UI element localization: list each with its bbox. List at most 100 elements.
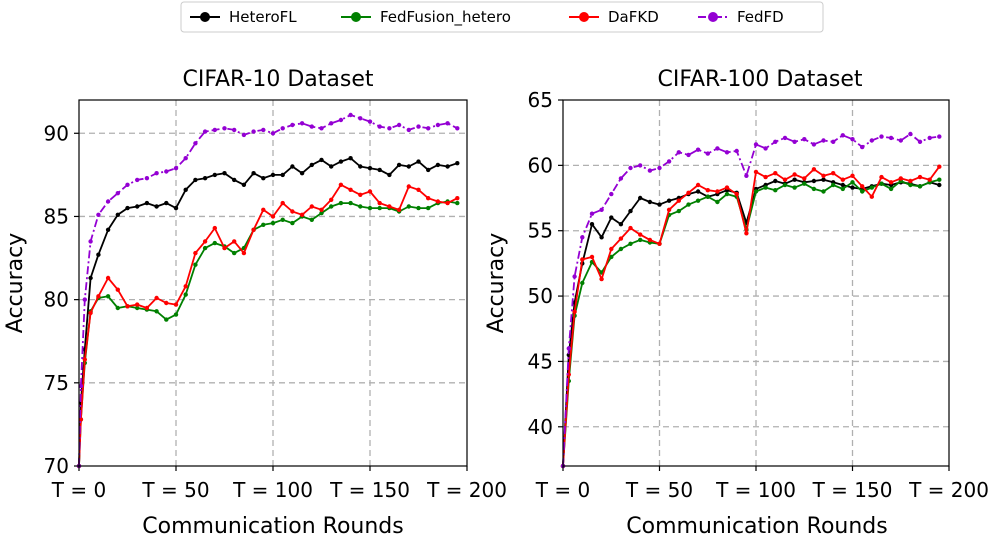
data-point-fedfd bbox=[232, 127, 237, 133]
data-point-dafkd bbox=[724, 185, 730, 190]
x-tick-label: T = 0 bbox=[535, 478, 590, 502]
data-point-dafkd bbox=[628, 225, 633, 231]
data-point-fedfd bbox=[811, 142, 817, 147]
data-point-fedfd bbox=[628, 165, 633, 171]
data-point-fedfusion-hetero bbox=[908, 182, 913, 188]
data-point-fedfd bbox=[618, 176, 624, 181]
data-point-fedfusion-hetero bbox=[831, 182, 836, 188]
y-tick-label: 45 bbox=[528, 349, 553, 373]
series-line-fedfd bbox=[78, 114, 458, 467]
data-point-heterofl bbox=[792, 177, 797, 182]
data-point-fedfusion-hetero bbox=[840, 186, 845, 192]
y-tick-label: 85 bbox=[44, 204, 69, 228]
data-point-heterofl bbox=[821, 177, 826, 182]
data-point-fedfusion-hetero bbox=[715, 199, 720, 205]
data-point-dafkd bbox=[831, 171, 836, 176]
data-point-heterofl bbox=[115, 212, 121, 217]
data-point-dafkd bbox=[96, 294, 101, 299]
data-point-heterofl bbox=[387, 172, 392, 178]
x-tick-label: T = 100 bbox=[232, 478, 313, 502]
data-point-heterofl bbox=[183, 187, 188, 192]
data-point-fedfd bbox=[348, 112, 353, 118]
data-point-fedfusion-hetero bbox=[173, 312, 179, 317]
data-point-fedfd bbox=[202, 129, 208, 134]
data-point-dafkd bbox=[773, 171, 778, 176]
data-point-dafkd bbox=[705, 188, 710, 193]
legend-entry-dafkd: DaFKD bbox=[569, 8, 659, 26]
data-point-heterofl bbox=[193, 177, 198, 183]
data-point-dafkd bbox=[937, 164, 942, 169]
data-point-fedfusion-hetero bbox=[329, 204, 334, 209]
data-point-heterofl bbox=[657, 202, 662, 207]
data-point-dafkd bbox=[792, 172, 797, 177]
data-point-fedfusion-hetero bbox=[860, 189, 865, 194]
data-point-fedfd bbox=[416, 124, 421, 129]
data-point-fedfd bbox=[426, 126, 431, 131]
data-point-fedfusion-hetero bbox=[202, 245, 208, 251]
data-point-dafkd bbox=[609, 246, 614, 252]
data-point-dafkd bbox=[212, 225, 217, 231]
data-point-dafkd bbox=[879, 174, 884, 180]
legend-marker-fedfd bbox=[708, 12, 718, 22]
data-point-dafkd bbox=[618, 236, 624, 241]
data-point-dafkd bbox=[715, 189, 720, 194]
data-point-dafkd bbox=[898, 176, 903, 181]
data-point-dafkd bbox=[917, 174, 923, 180]
data-point-fedfd bbox=[154, 171, 159, 176]
data-point-heterofl bbox=[105, 227, 111, 232]
data-point-dafkd bbox=[860, 184, 865, 189]
y-tick-label: 50 bbox=[528, 284, 553, 308]
data-point-fedfusion-hetero bbox=[879, 181, 884, 186]
data-point-fedfusion-hetero bbox=[338, 200, 344, 206]
data-point-dafkd bbox=[734, 191, 739, 197]
data-point-fedfd bbox=[358, 116, 363, 121]
data-point-fedfusion-hetero bbox=[917, 184, 923, 189]
data-point-fedfusion-hetero bbox=[105, 294, 111, 299]
data-point-heterofl bbox=[212, 172, 217, 178]
data-point-fedfusion-hetero bbox=[792, 185, 797, 190]
data-point-heterofl bbox=[290, 164, 295, 169]
data-point-dafkd bbox=[802, 176, 807, 181]
x-tick-label: T = 200 bbox=[908, 478, 989, 502]
data-point-dafkd bbox=[638, 232, 643, 237]
data-point-heterofl bbox=[135, 204, 140, 209]
data-point-dafkd bbox=[435, 199, 441, 204]
ticks-cifar10: T = 0 T = 50 T = 100 T = 150 T = 200 70 75 80 85… bbox=[44, 121, 507, 502]
data-point-fedfusion-hetero bbox=[753, 189, 759, 194]
data-point-fedfd bbox=[280, 126, 285, 131]
data-point-heterofl bbox=[96, 252, 101, 257]
data-point-heterofl bbox=[261, 176, 266, 181]
data-point-fedfd bbox=[309, 124, 314, 129]
data-point-dafkd bbox=[367, 189, 373, 194]
data-point-heterofl bbox=[232, 177, 237, 183]
data-point-fedfd bbox=[319, 126, 324, 131]
series-group-cifar100 bbox=[560, 131, 942, 469]
data-point-dafkd bbox=[144, 305, 150, 311]
data-point-fedfusion-hetero bbox=[377, 205, 382, 211]
data-point-dafkd bbox=[164, 300, 169, 306]
data-point-dafkd bbox=[125, 304, 130, 309]
data-point-heterofl bbox=[455, 161, 460, 166]
data-point-fedfd bbox=[599, 207, 604, 212]
data-point-dafkd bbox=[426, 196, 431, 201]
data-point-fedfd bbox=[135, 177, 140, 183]
data-point-fedfd bbox=[831, 139, 836, 144]
data-point-fedfd bbox=[78, 383, 84, 389]
data-point-fedfusion-hetero bbox=[628, 241, 633, 246]
data-point-heterofl bbox=[426, 167, 431, 173]
legend-entry-fedfd: FedFD bbox=[698, 8, 784, 26]
legend-marker-dafkd bbox=[579, 12, 589, 22]
data-point-fedfusion-hetero bbox=[416, 205, 421, 211]
data-point-dafkd bbox=[599, 276, 604, 282]
legend-marker-fedfusion-hetero bbox=[351, 12, 361, 22]
data-point-heterofl bbox=[125, 205, 130, 211]
data-point-fedfd bbox=[88, 239, 93, 244]
x-tick-label: T = 150 bbox=[812, 478, 893, 502]
data-point-fedfusion-hetero bbox=[821, 189, 826, 194]
data-point-fedfd bbox=[840, 133, 845, 138]
series-line-fedfd bbox=[562, 133, 940, 467]
data-point-dafkd bbox=[869, 194, 874, 199]
chart-cifar10: CIFAR-10 Dataset T = 0 T = 50 T = 100 T = 1… bbox=[3, 67, 507, 537]
data-point-fedfd bbox=[927, 135, 932, 141]
data-point-fedfusion-hetero bbox=[135, 305, 140, 311]
